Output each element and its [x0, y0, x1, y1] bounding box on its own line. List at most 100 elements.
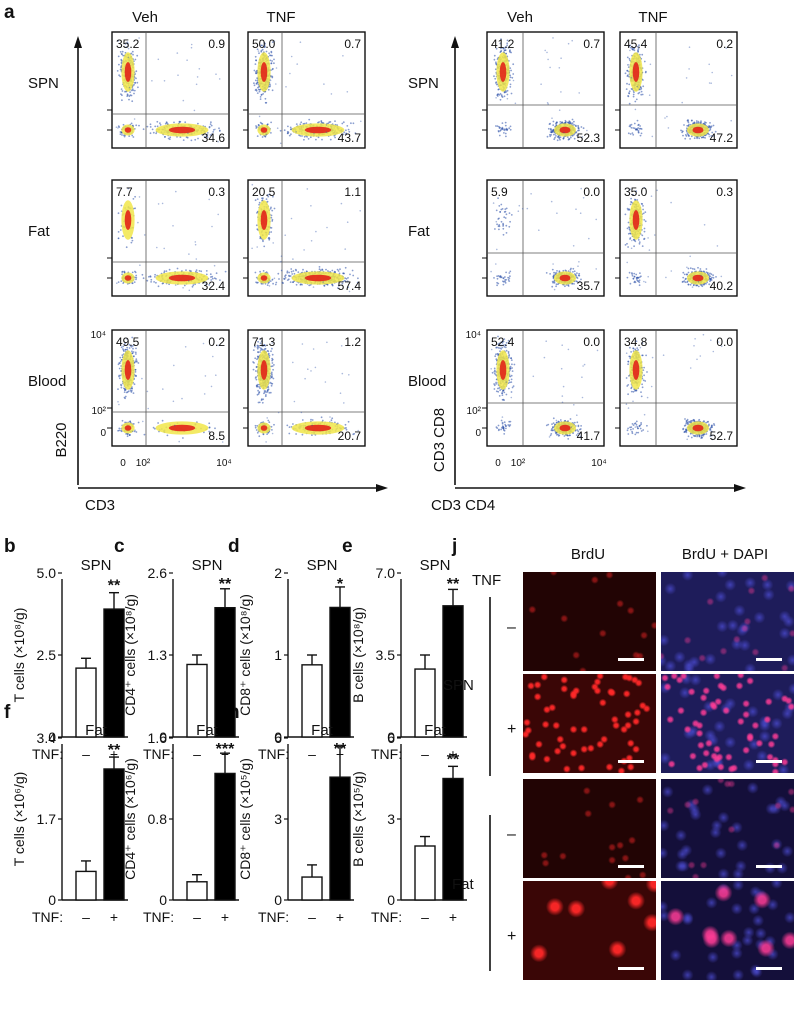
flow-event-dot — [257, 351, 260, 354]
flow-event-dot — [270, 371, 273, 374]
flow-event-dot — [183, 284, 186, 287]
flow-event-dot — [641, 234, 644, 237]
flow-event-dot — [294, 268, 297, 271]
flow-event-dot — [252, 368, 255, 371]
flow-event-dot — [154, 427, 156, 430]
flow-event-dot — [134, 429, 136, 432]
flow-event-dot — [315, 138, 317, 141]
flow-event-dot — [255, 429, 258, 431]
flow-x-axis-label: CD3 CD4 — [431, 497, 495, 514]
flow-event-dot — [684, 137, 687, 140]
flow-event-dot — [271, 432, 274, 435]
flow-event-dot — [176, 267, 179, 270]
flow-event-dot — [578, 261, 580, 263]
flow-y-axis-label: CD3 CD8 — [431, 408, 448, 472]
flow-event-dot — [135, 274, 138, 277]
flow-event-dot — [624, 244, 627, 246]
flow-event-dot — [137, 421, 140, 424]
flow-density-high — [260, 210, 268, 230]
flow-event-dot — [320, 120, 323, 122]
flow-event-dot — [641, 245, 644, 248]
flow-density-high — [260, 127, 268, 133]
flow-density-high — [168, 126, 196, 134]
flow-event-dot — [257, 389, 259, 392]
flow-density-high — [260, 275, 268, 281]
flow-event-dot — [149, 132, 152, 135]
flow-event-dot — [251, 247, 253, 250]
flow-event-dot — [267, 419, 270, 422]
quadrant-value-top-right: 1.1 — [344, 185, 361, 199]
flow-event-dot — [700, 136, 703, 139]
flow-event-dot — [497, 93, 500, 95]
flow-event-dot — [505, 271, 507, 274]
flow-event-dot — [317, 136, 320, 139]
flow-event-dot — [203, 393, 206, 395]
flow-event-dot — [195, 258, 198, 260]
flow-event-dot — [266, 389, 269, 392]
flow-event-dot — [636, 119, 639, 122]
flow-event-dot — [269, 83, 271, 86]
flow-event-dot — [203, 136, 206, 138]
flow-event-dot — [254, 370, 257, 372]
flow-event-dot — [337, 270, 340, 272]
flow-density-high — [304, 126, 332, 134]
flow-event-dot — [345, 129, 347, 132]
flow-event-dot — [329, 121, 332, 123]
flow-event-dot — [648, 94, 651, 96]
flow-event-dot — [314, 366, 317, 369]
flow-event-dot — [122, 282, 125, 284]
flow-event-dot — [344, 266, 347, 269]
flow-event-dot — [146, 279, 149, 282]
flow-event-dot — [116, 282, 118, 285]
flow-event-dot — [553, 288, 556, 291]
flow-event-dot — [556, 270, 558, 272]
flow-plot: 49.5 0.28.5 — [107, 329, 230, 447]
flow-event-dot — [546, 135, 549, 138]
flow-event-dot — [510, 92, 513, 95]
flow-event-dot — [258, 201, 261, 204]
quadrant-value-top-left: 45.4 — [624, 37, 648, 51]
flow-event-dot — [538, 229, 540, 231]
flow-event-dot — [134, 271, 137, 274]
flow-event-dot — [582, 127, 585, 130]
flow-event-dot — [644, 211, 647, 214]
flow-event-dot — [637, 51, 639, 53]
flow-event-dot — [329, 138, 332, 141]
flow-event-dot — [272, 377, 275, 380]
flow-y-tick-label: 10² — [92, 406, 107, 417]
quadrant-value-bottom-right: 35.7 — [577, 279, 601, 293]
flow-event-dot — [134, 81, 137, 84]
flow-event-dot — [271, 41, 274, 43]
flow-x-tick-label: 10² — [136, 458, 151, 469]
flow-event-dot — [341, 372, 344, 375]
flow-event-dot — [626, 82, 628, 85]
flow-event-dot — [268, 85, 271, 88]
quadrant-value-top-left: 41.2 — [491, 37, 515, 51]
flow-event-dot — [290, 133, 292, 136]
flow-event-dot — [218, 127, 220, 130]
flow-event-dot — [547, 58, 549, 61]
flow-y-tick-label: 10⁴ — [466, 330, 481, 341]
flow-event-dot — [146, 390, 149, 393]
flow-event-dot — [556, 212, 558, 214]
flow-event-dot — [121, 50, 124, 53]
flow-event-dot — [309, 136, 312, 139]
flow-event-dot — [149, 123, 152, 126]
flow-event-dot — [274, 283, 277, 286]
flow-event-dot — [630, 76, 633, 79]
flow-event-dot — [688, 46, 691, 48]
flow-event-dot — [357, 138, 359, 140]
flow-event-dot — [512, 63, 515, 66]
flow-event-dot — [508, 277, 511, 279]
flow-event-dot — [503, 281, 505, 283]
flow-event-dot — [124, 397, 126, 400]
flow-event-dot — [325, 268, 327, 271]
flow-event-dot — [637, 124, 640, 127]
flow-event-dot — [549, 133, 551, 136]
flow-event-dot — [501, 122, 504, 124]
flow-event-dot — [571, 122, 574, 125]
flow-event-dot — [277, 272, 280, 275]
flow-event-dot — [117, 212, 120, 215]
flow-event-dot — [256, 246, 259, 248]
flow-event-dot — [494, 228, 496, 230]
